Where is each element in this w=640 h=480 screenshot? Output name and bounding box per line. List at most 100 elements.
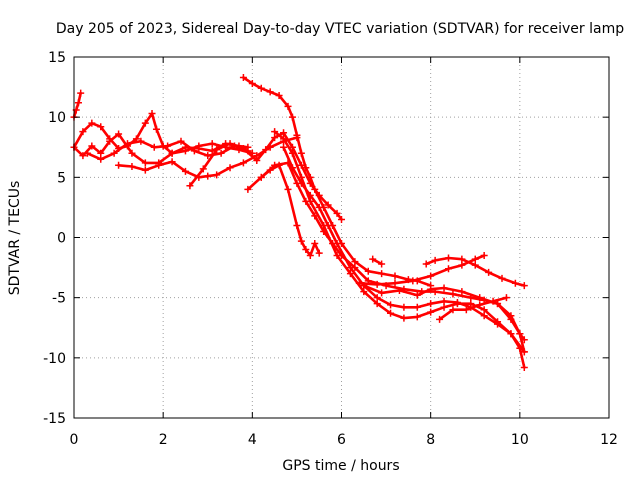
data-point (427, 272, 435, 280)
data-point (351, 258, 359, 266)
data-point (280, 135, 288, 143)
data-point (297, 237, 305, 245)
data-point (150, 143, 158, 151)
data-point (128, 163, 136, 171)
data-point (280, 129, 288, 137)
data-point (195, 144, 203, 152)
y-tick-label: -10 (43, 351, 66, 367)
y-tick-label: 5 (57, 170, 66, 186)
data-point (124, 140, 131, 148)
data-point (476, 301, 484, 309)
data-point (520, 282, 528, 290)
data-point (520, 348, 528, 356)
data-point (346, 264, 354, 272)
data-point (440, 284, 448, 292)
data-point (306, 197, 314, 205)
data-point (181, 167, 189, 175)
data-point (155, 161, 163, 169)
data-point (502, 294, 510, 302)
data-point (520, 363, 528, 371)
data-point (110, 149, 118, 157)
data-point (480, 252, 488, 260)
data-point (458, 255, 466, 263)
data-point (257, 84, 265, 92)
data-point (378, 270, 386, 278)
series-satellite-9 (259, 164, 321, 257)
data-point (275, 161, 283, 169)
data-point (199, 165, 207, 173)
data-point (355, 279, 363, 287)
data-point (239, 159, 247, 167)
data-point (373, 294, 381, 302)
data-point (494, 318, 502, 326)
data-point (391, 272, 399, 280)
y-tick-label: 0 (57, 231, 66, 247)
data-point (369, 255, 377, 263)
data-point (471, 255, 479, 263)
data-point (453, 300, 461, 308)
data-point (168, 158, 176, 166)
data-point (106, 137, 114, 145)
data-point (360, 282, 368, 290)
data-point (471, 261, 479, 269)
data-point (400, 303, 408, 311)
data-point (257, 173, 265, 181)
data-point (97, 123, 105, 131)
data-point (186, 182, 194, 190)
series-satellite-1 (72, 91, 82, 119)
data-point (480, 312, 488, 320)
data-point (458, 288, 466, 296)
data-point (226, 140, 234, 148)
data-point (440, 303, 448, 311)
data-point (141, 159, 149, 167)
data-point (422, 260, 430, 268)
data-point (271, 128, 279, 136)
data-point (88, 142, 96, 150)
data-point (346, 270, 354, 278)
data-point (413, 303, 421, 311)
data-point (148, 110, 156, 118)
y-tick-label: -15 (43, 411, 66, 427)
data-point (378, 260, 386, 268)
data-point (476, 294, 484, 302)
data-point (306, 252, 314, 260)
x-axis-label: GPS time / hours (282, 458, 399, 474)
data-point (213, 171, 221, 179)
data-point (306, 173, 314, 181)
data-point (409, 277, 417, 285)
data-point (315, 203, 323, 211)
data-point (266, 88, 274, 96)
data-point (338, 215, 345, 223)
x-tick-label: 8 (426, 432, 435, 448)
grid (74, 57, 609, 418)
data-point (387, 309, 395, 317)
data-point (516, 330, 524, 338)
data-point (244, 185, 252, 193)
data-point (74, 99, 82, 107)
series-satellite-14 (371, 257, 383, 266)
data-series (70, 73, 528, 371)
data-point (333, 252, 341, 260)
data-point (79, 152, 87, 160)
data-point (115, 161, 123, 169)
axis-ticks: 0 2 4 6 8 10 12 -15 -10 -5 0 5 10 15 (43, 50, 618, 448)
x-tick-label: 4 (248, 432, 257, 448)
data-point (280, 143, 288, 151)
data-point (427, 285, 435, 293)
data-point (164, 142, 172, 150)
data-point (288, 164, 296, 172)
series-satellite-7 (242, 76, 433, 287)
data-point (248, 79, 256, 87)
data-point (511, 279, 519, 287)
data-point (217, 149, 225, 157)
data-point (507, 315, 515, 323)
data-point (378, 289, 386, 297)
data-point (168, 149, 176, 157)
data-point (427, 300, 435, 308)
data-point (467, 300, 475, 308)
data-point (288, 113, 296, 121)
data-point (204, 172, 212, 180)
data-point (400, 314, 408, 322)
data-point (413, 313, 421, 321)
